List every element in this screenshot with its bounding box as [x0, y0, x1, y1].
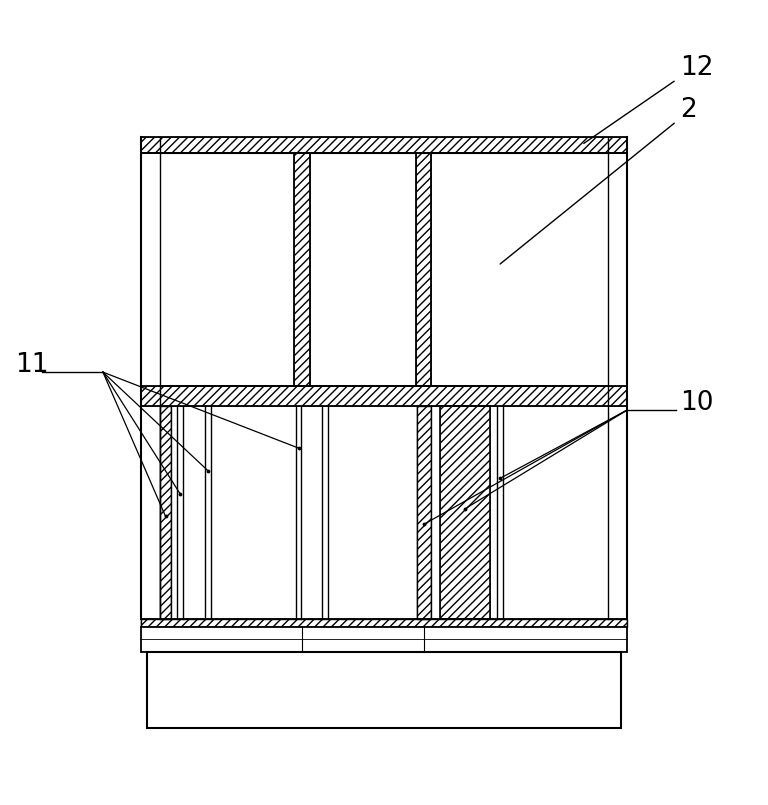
Bar	[141, 386, 627, 407]
Bar	[160, 407, 171, 619]
Bar	[418, 407, 431, 619]
Bar	[294, 153, 310, 386]
Bar	[147, 652, 621, 728]
Bar	[418, 407, 431, 619]
Text: 2: 2	[680, 97, 697, 123]
Text: 12: 12	[680, 56, 713, 81]
Bar	[416, 153, 431, 386]
Text: 10: 10	[680, 390, 713, 415]
Bar	[416, 153, 431, 386]
Text: 11: 11	[15, 352, 49, 378]
Bar	[440, 407, 489, 619]
Bar	[141, 619, 627, 626]
Bar	[141, 626, 627, 652]
Bar	[440, 407, 489, 619]
Bar	[294, 153, 310, 386]
Bar	[160, 407, 171, 619]
Bar	[141, 137, 627, 153]
Bar	[141, 137, 627, 153]
Bar	[141, 619, 627, 626]
Bar	[141, 386, 627, 407]
